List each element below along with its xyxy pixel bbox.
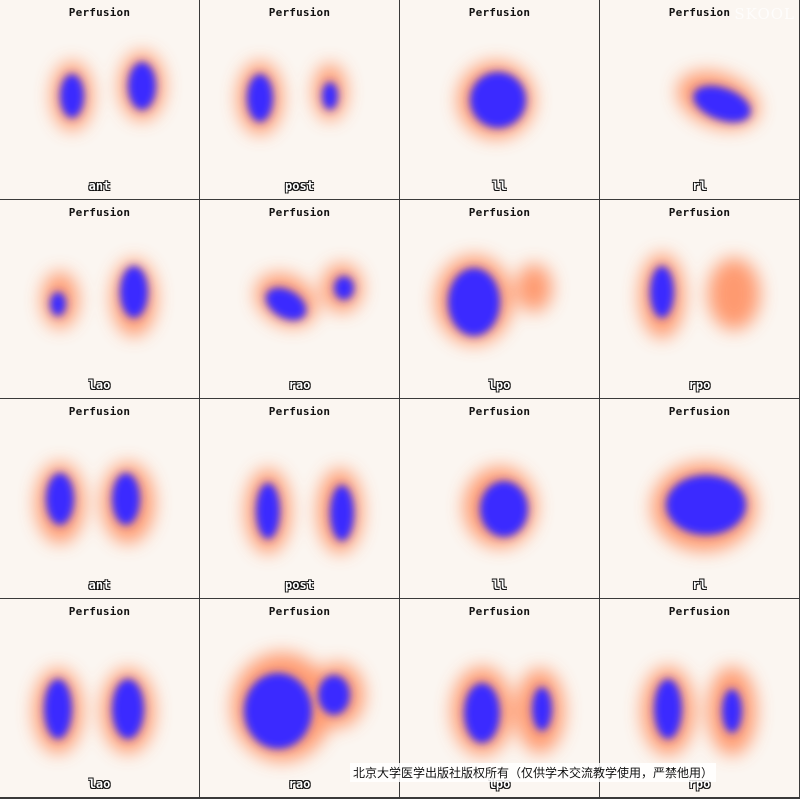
view-label: rao xyxy=(288,378,311,392)
panel-title: Perfusion xyxy=(268,205,331,219)
scan-tile: Perfusion lpo xyxy=(400,199,599,398)
scan-tile: Perfusion post xyxy=(200,399,399,598)
view-label: rl xyxy=(692,178,707,193)
panel-title: Perfusion xyxy=(668,205,731,219)
view-label: ll xyxy=(492,178,507,193)
lung-scan-image xyxy=(246,469,362,553)
view-label: rao xyxy=(288,777,311,791)
panel-title: Perfusion xyxy=(268,405,331,418)
view-label: post xyxy=(285,178,314,193)
lung-scan-image xyxy=(34,668,154,753)
lung-scan-image xyxy=(464,467,536,547)
panel-title: Perfusion xyxy=(68,205,131,219)
scan-tile: Perfusion rl xyxy=(600,399,799,598)
view-label: rl xyxy=(692,577,707,592)
lung-scan-image xyxy=(52,52,164,130)
view-label: ant xyxy=(88,577,111,592)
panel-title: Perfusion xyxy=(468,604,531,618)
lung-scan-image xyxy=(436,255,552,344)
panel-title: Perfusion xyxy=(668,604,731,618)
panel-title: Perfusion xyxy=(468,6,531,19)
lung-scan-image xyxy=(42,259,156,336)
view-label: lao xyxy=(88,378,111,392)
panel-title: Perfusion xyxy=(68,6,131,19)
scan-tile: Perfusion ant xyxy=(0,399,199,598)
lung-scan-image xyxy=(677,71,759,129)
scan-tile: Perfusion ant xyxy=(0,0,199,199)
lung-scan-image xyxy=(255,263,362,326)
watermark: SKOOL xyxy=(734,5,795,23)
lung-scan-image xyxy=(452,666,564,755)
scan-tile: Perfusion rpo xyxy=(600,199,799,398)
lung-scan-image xyxy=(232,652,364,761)
scan-tile: Perfusion ll xyxy=(400,399,599,598)
copyright-notice: 北京大学医学出版社版权所有（仅供学术交流教学使用，严禁他用） xyxy=(350,763,717,782)
view-label: rpo xyxy=(688,378,711,392)
scan-tile: Perfusion rl SKOOL xyxy=(600,0,799,199)
lung-scan-image xyxy=(36,463,154,543)
view-label: lpo xyxy=(488,378,511,392)
panel-title: Perfusion xyxy=(468,405,531,418)
lung-scan-image xyxy=(458,62,534,138)
view-label: ant xyxy=(88,178,111,193)
view-label: ll xyxy=(492,577,507,592)
scan-tile: Perfusion lao xyxy=(0,598,199,797)
panel-title: Perfusion xyxy=(668,6,731,19)
panel-title: Perfusion xyxy=(268,604,331,618)
scan-tile: Perfusion post xyxy=(200,0,399,199)
scan-tile: Perfusion ll xyxy=(400,0,599,199)
panel-title: Perfusion xyxy=(68,405,131,418)
lung-scan-image xyxy=(652,463,756,551)
scan-tile: Perfusion lao xyxy=(0,199,199,398)
view-label: post xyxy=(285,577,314,592)
panel-title: Perfusion xyxy=(68,604,131,618)
panel-title: Perfusion xyxy=(468,205,531,219)
lung-scan-image xyxy=(238,62,346,134)
panel-title: Perfusion xyxy=(268,6,331,19)
lung-scan-image xyxy=(640,253,760,338)
lung-scan-image xyxy=(642,666,756,755)
panel-title: Perfusion xyxy=(668,405,731,418)
scan-tile: Perfusion rao xyxy=(200,199,399,398)
view-label: lao xyxy=(88,777,111,791)
